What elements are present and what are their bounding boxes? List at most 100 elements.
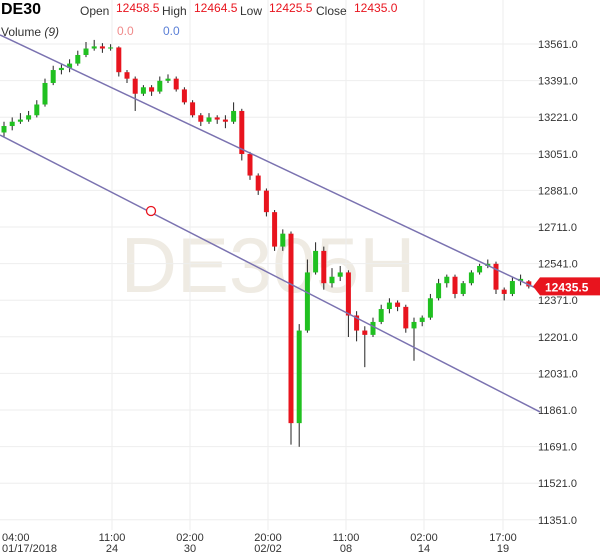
candle-body [526, 281, 532, 287]
x-tick-time: 02:00 [176, 532, 204, 544]
candle-body [17, 119, 23, 122]
candle-body [231, 110, 237, 122]
y-tick-label: 11691.0 [538, 442, 577, 454]
x-tick-time: 20:00 [254, 532, 282, 544]
low-label: Low [240, 4, 263, 18]
candle-body [452, 276, 458, 294]
y-tick-label: 13221.0 [538, 112, 578, 124]
volume-label: Volume (9) [1, 25, 59, 39]
candle-body [132, 78, 138, 94]
candle-body [9, 121, 15, 127]
candle-body [501, 289, 507, 294]
y-tick-label: 12881.0 [538, 185, 578, 197]
volume-count: (9) [44, 25, 60, 39]
candle-body [436, 283, 442, 299]
candle-body [99, 46, 105, 49]
candle-body [67, 63, 73, 68]
open-value: 12458.5 [116, 1, 160, 15]
low-value: 12425.5 [269, 1, 313, 15]
candle-body [378, 309, 384, 322]
y-tick-label: 11351.0 [538, 515, 577, 527]
last-price-label: 12435.5 [545, 280, 589, 294]
candle-body [386, 302, 392, 310]
high-value: 12464.5 [194, 1, 238, 15]
candle-body [26, 115, 32, 120]
volume-up-value: 0.0 [117, 24, 134, 38]
candle-body [58, 67, 64, 71]
x-tick-date: 19 [497, 543, 509, 555]
candle-body [411, 321, 417, 329]
y-tick-label: 13561.0 [538, 39, 578, 51]
y-tick-label: 12201.0 [538, 332, 578, 344]
y-tick-label: 12371.0 [538, 295, 578, 307]
x-tick-time: 11:00 [333, 532, 360, 544]
volume-label-text: Volume [1, 25, 42, 39]
high-label: High [162, 4, 187, 18]
candle-body [337, 272, 343, 277]
candle-body [157, 80, 163, 92]
candle-body [190, 102, 196, 116]
y-tick-label: 12711.0 [538, 222, 577, 234]
candle-body [165, 78, 171, 81]
candle-body [83, 48, 89, 55]
candle-body [108, 47, 114, 49]
symbol-title: DE30 [1, 1, 42, 18]
open-label: Open [80, 4, 110, 18]
y-tick-label: 12541.0 [538, 259, 578, 271]
candle-body [362, 330, 368, 335]
candle-body [288, 233, 294, 424]
y-tick-label: 11521.0 [538, 478, 577, 490]
candle-body [313, 250, 319, 273]
y-tick-label: 12031.0 [538, 368, 578, 380]
candle-body [419, 317, 425, 322]
candle-body [1, 126, 7, 133]
candle-body [263, 190, 269, 213]
candle-body [329, 276, 335, 284]
x-tick-date: 24 [106, 543, 118, 555]
x-tick-time: 02:00 [410, 532, 438, 544]
candle-body [518, 278, 524, 282]
candle-body [222, 119, 228, 122]
close-label: Close [316, 4, 347, 18]
y-tick-label: 13391.0 [538, 76, 578, 88]
candle-body [50, 70, 56, 83]
candle-body [296, 330, 302, 424]
candle-body [395, 302, 401, 307]
candle-body [354, 315, 360, 331]
x-tick-time: 17:00 [489, 532, 517, 544]
x-tick-date: 14 [418, 543, 430, 555]
candle-body [247, 154, 253, 176]
last-price-tag [533, 277, 600, 296]
candle-body [116, 47, 122, 73]
candle-body [198, 115, 204, 122]
candle-body [468, 272, 474, 284]
channel-lower-line [0, 134, 541, 413]
candle-body [75, 54, 81, 64]
candle-body [91, 46, 97, 49]
candle-body [493, 263, 499, 290]
candle-body [403, 306, 409, 329]
candle-body [173, 78, 179, 90]
x-tick-time: 04:00 [2, 532, 30, 544]
candle-body [206, 117, 212, 122]
drawing-anchor-handle[interactable] [145, 205, 157, 217]
candle-body [140, 87, 146, 94]
candle-body [255, 175, 261, 191]
candle-body [370, 321, 376, 335]
candle-body [321, 250, 327, 284]
x-tick-date: 01/17/2018 [2, 543, 57, 555]
candle-body [444, 276, 450, 284]
candle-body [427, 298, 433, 318]
x-tick-date: 08 [340, 543, 352, 555]
candle-body [477, 265, 483, 273]
candle-body [460, 283, 466, 294]
close-value: 12435.0 [354, 1, 398, 15]
channel-upper-line [0, 34, 541, 291]
candle-body [239, 110, 245, 155]
candle-body [34, 104, 40, 116]
volume-down-value: 0.0 [163, 24, 180, 38]
candle-body [304, 272, 310, 331]
x-tick-time: 11:00 [99, 532, 126, 544]
